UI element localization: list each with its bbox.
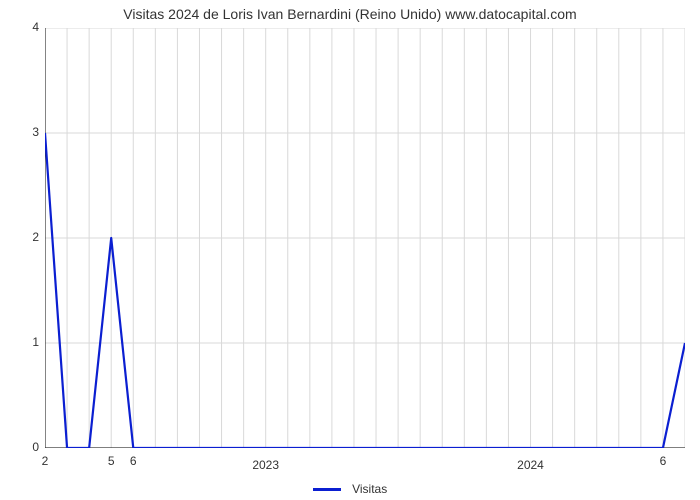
x-tick-minor-label: 6	[130, 454, 137, 468]
plot-area	[45, 28, 685, 448]
legend-label: Visitas	[352, 482, 387, 496]
legend: Visitas	[0, 482, 700, 496]
y-tick-label: 1	[9, 335, 39, 349]
y-tick-label: 3	[9, 125, 39, 139]
x-tick-minor-label: 6	[660, 454, 667, 468]
x-tick-minor-label: 5	[108, 454, 115, 468]
y-tick-label: 2	[9, 230, 39, 244]
y-tick-label: 0	[9, 440, 39, 454]
chart-container: Visitas 2024 de Loris Ivan Bernardini (R…	[0, 0, 700, 500]
x-tick-minor-label: 2	[42, 454, 49, 468]
chart-title: Visitas 2024 de Loris Ivan Bernardini (R…	[0, 6, 700, 22]
x-tick-major-label: 2024	[517, 458, 544, 472]
legend-swatch	[313, 488, 341, 491]
y-tick-label: 4	[9, 20, 39, 34]
x-tick-major-label: 2023	[252, 458, 279, 472]
line-chart-svg	[45, 28, 685, 448]
series-line	[45, 133, 685, 448]
